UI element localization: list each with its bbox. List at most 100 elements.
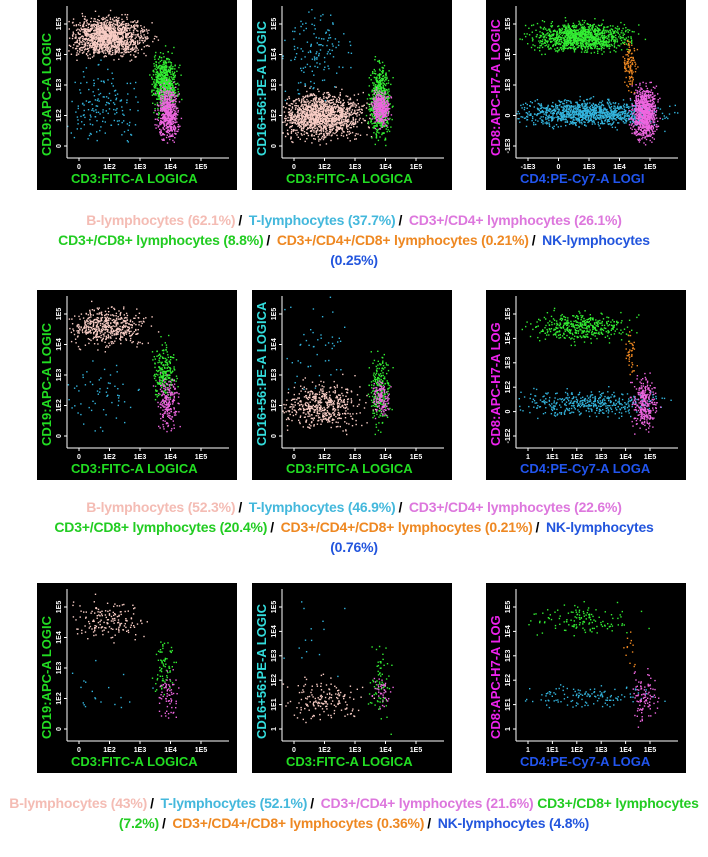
dot (340, 134, 343, 137)
dot (303, 29, 305, 32)
dot (327, 117, 329, 119)
dot (130, 40, 133, 42)
dot (172, 89, 174, 91)
dot (310, 130, 312, 132)
dot (90, 37, 93, 39)
dot (334, 103, 336, 105)
dot (307, 100, 309, 102)
dot (300, 127, 303, 129)
dot (83, 23, 85, 25)
dot (151, 78, 154, 80)
dot (154, 54, 157, 57)
dot (372, 84, 375, 86)
dot (311, 124, 313, 127)
dot (323, 92, 326, 94)
dot (316, 51, 318, 53)
dot (175, 86, 177, 88)
dot (120, 36, 122, 39)
dot (99, 28, 102, 31)
dot (115, 45, 118, 47)
dot (305, 118, 307, 121)
dot (311, 94, 314, 97)
dot (151, 90, 153, 92)
dot (110, 30, 112, 32)
dot (288, 97, 291, 100)
dot (125, 42, 127, 44)
dot (337, 44, 340, 46)
dot (108, 53, 110, 55)
dot (85, 20, 88, 22)
dot (165, 112, 168, 114)
dot (326, 44, 328, 47)
dot (328, 134, 330, 136)
dot (134, 51, 136, 53)
dot (313, 131, 315, 133)
dot (304, 140, 306, 143)
dot (103, 23, 105, 25)
dot (290, 114, 293, 117)
dot (380, 87, 382, 89)
dot (166, 74, 168, 76)
dot (112, 78, 114, 80)
dot (171, 107, 174, 109)
dot (127, 141, 129, 143)
dot (167, 85, 169, 87)
dot (110, 28, 112, 31)
dot (111, 42, 113, 44)
dot (129, 29, 131, 31)
dot (330, 126, 332, 128)
dot (107, 40, 109, 42)
dot (162, 85, 164, 87)
dot (146, 36, 148, 38)
dot (172, 74, 174, 76)
dot (333, 124, 335, 127)
dot (165, 71, 168, 74)
dot (168, 77, 170, 80)
dot (325, 31, 327, 33)
dot (302, 104, 304, 106)
dot (77, 28, 79, 30)
dot (136, 42, 139, 44)
dot (91, 34, 94, 37)
dot (123, 42, 126, 44)
dot (162, 100, 164, 102)
dot (383, 87, 385, 90)
dot (99, 40, 101, 43)
dot (324, 61, 326, 63)
dot (155, 61, 157, 63)
dot (94, 10, 97, 12)
dot (321, 79, 324, 82)
dot (155, 87, 157, 89)
dot (297, 121, 299, 123)
dot (165, 104, 167, 106)
dot (155, 127, 157, 129)
dot (157, 75, 160, 78)
dot (116, 20, 119, 22)
dot (171, 133, 174, 135)
dot (296, 134, 298, 136)
dot (106, 46, 108, 48)
dot (323, 79, 326, 81)
dot (114, 20, 116, 22)
dot (292, 100, 295, 102)
dot (167, 127, 169, 129)
dot (294, 56, 297, 58)
dot (102, 30, 104, 32)
dot (77, 107, 79, 110)
dot (318, 90, 320, 93)
dot (97, 41, 99, 43)
dot (76, 52, 78, 54)
dot (371, 115, 374, 117)
dot (112, 35, 114, 37)
dot (120, 31, 123, 33)
dot (158, 62, 160, 64)
dot (154, 68, 156, 70)
dot (124, 31, 126, 33)
dot (81, 46, 83, 49)
dot (171, 77, 173, 79)
dot (310, 104, 312, 106)
dot (173, 106, 176, 108)
dot (122, 28, 124, 30)
dot (98, 36, 100, 38)
dot (111, 53, 114, 56)
